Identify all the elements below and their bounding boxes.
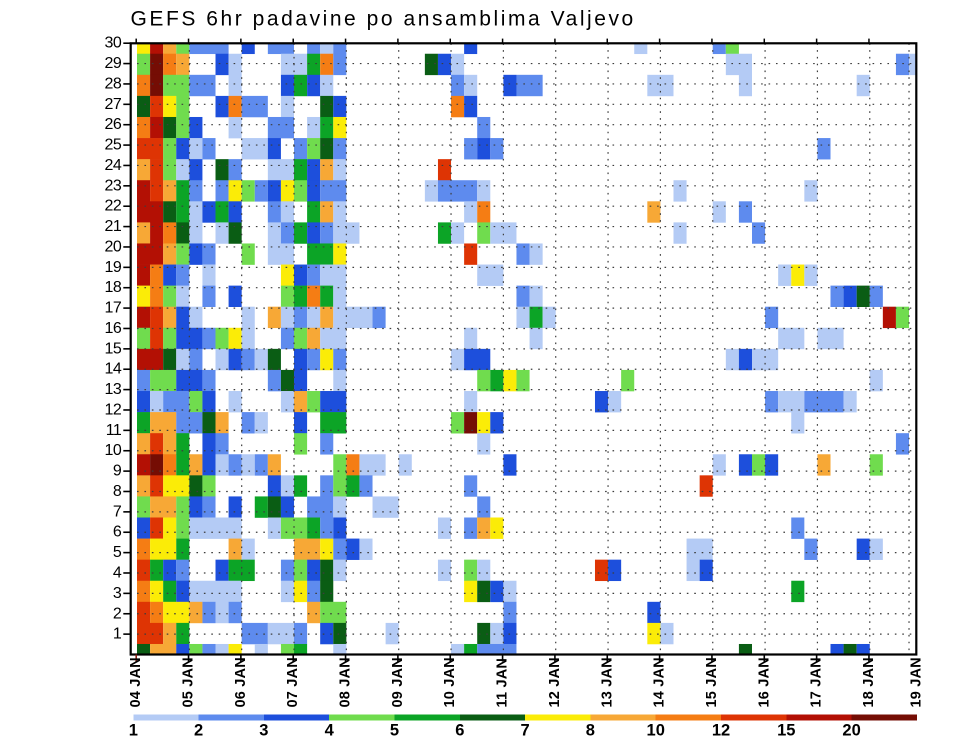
svg-text:18 JAN: 18 JAN	[861, 657, 877, 707]
svg-text:10 JAN: 10 JAN	[442, 657, 458, 707]
svg-text:4: 4	[325, 722, 335, 740]
svg-text:6: 6	[113, 524, 122, 541]
svg-text:1: 1	[129, 722, 138, 740]
svg-text:12: 12	[712, 722, 730, 740]
svg-text:22: 22	[105, 198, 122, 215]
svg-text:04 JAN: 04 JAN	[128, 657, 144, 707]
svg-text:GEFS 6hr padavine po ansamblim: GEFS 6hr padavine po ansamblima Valjevo	[131, 8, 636, 31]
svg-text:15: 15	[777, 722, 795, 740]
svg-text:11 JAN: 11 JAN	[495, 658, 511, 708]
svg-text:24: 24	[105, 157, 122, 174]
svg-text:17: 17	[105, 300, 122, 317]
svg-text:4: 4	[113, 564, 122, 581]
svg-text:06 JAN: 06 JAN	[233, 657, 249, 707]
svg-text:28: 28	[105, 75, 122, 92]
svg-text:19: 19	[105, 259, 122, 276]
svg-text:10: 10	[647, 722, 665, 740]
svg-text:21: 21	[105, 218, 122, 235]
svg-text:10: 10	[105, 442, 122, 459]
svg-text:05 JAN: 05 JAN	[181, 657, 197, 707]
svg-text:20: 20	[842, 722, 860, 740]
svg-text:3: 3	[259, 722, 268, 740]
svg-text:1: 1	[113, 626, 122, 643]
svg-text:20: 20	[105, 238, 122, 255]
svg-text:18: 18	[105, 279, 122, 296]
svg-text:26: 26	[105, 116, 122, 133]
svg-text:16: 16	[105, 320, 122, 337]
svg-text:8: 8	[113, 483, 122, 500]
svg-text:14: 14	[105, 361, 122, 378]
svg-text:7: 7	[521, 722, 530, 740]
svg-text:5: 5	[113, 544, 122, 561]
svg-text:7: 7	[113, 503, 122, 520]
svg-text:17 JAN: 17 JAN	[809, 657, 825, 707]
svg-text:09 JAN: 09 JAN	[390, 657, 406, 707]
svg-text:07 JAN: 07 JAN	[285, 657, 301, 707]
svg-text:08 JAN: 08 JAN	[338, 657, 354, 707]
svg-text:3: 3	[113, 585, 122, 602]
svg-text:2: 2	[113, 605, 122, 622]
svg-text:12: 12	[105, 401, 122, 418]
svg-text:30: 30	[105, 35, 122, 52]
svg-text:16 JAN: 16 JAN	[756, 657, 772, 707]
svg-text:8: 8	[586, 722, 595, 740]
svg-text:2: 2	[194, 722, 203, 740]
svg-text:14 JAN: 14 JAN	[652, 657, 668, 707]
svg-text:15: 15	[105, 340, 122, 357]
svg-text:6: 6	[455, 722, 464, 740]
svg-text:29: 29	[105, 55, 122, 72]
svg-text:13 JAN: 13 JAN	[599, 657, 615, 707]
svg-text:5: 5	[390, 722, 399, 740]
svg-text:15 JAN: 15 JAN	[704, 657, 720, 707]
svg-text:23: 23	[105, 177, 122, 194]
svg-text:9: 9	[113, 463, 122, 480]
svg-text:27: 27	[105, 96, 122, 113]
svg-text:25: 25	[105, 137, 122, 154]
svg-text:13: 13	[105, 381, 122, 398]
svg-text:12 JAN: 12 JAN	[547, 657, 563, 707]
svg-text:19 JAN: 19 JAN	[909, 657, 925, 707]
svg-text:11: 11	[106, 422, 122, 439]
